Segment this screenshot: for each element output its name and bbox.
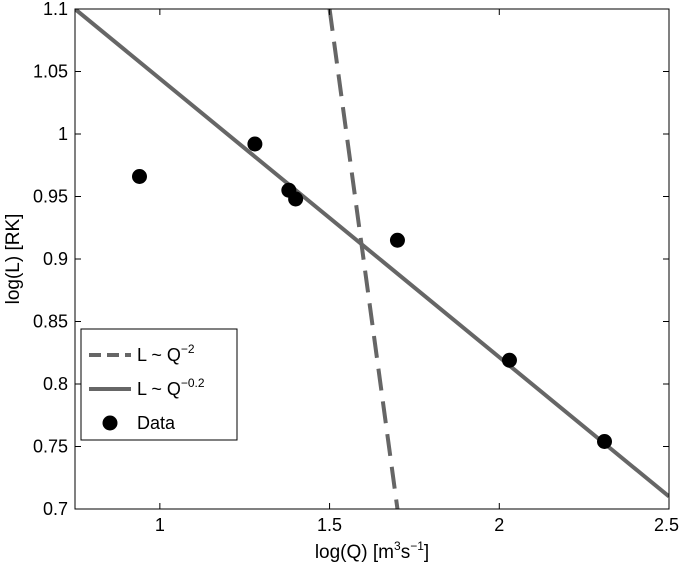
legend-label-2: Data bbox=[137, 413, 176, 433]
data-point bbox=[131, 169, 147, 184]
data-point bbox=[389, 232, 405, 248]
data-point bbox=[597, 434, 613, 449]
data-point bbox=[247, 136, 263, 152]
x-tick-label: 2.5 bbox=[654, 515, 679, 535]
y-tick-label: 1 bbox=[58, 124, 68, 144]
data-point bbox=[501, 352, 517, 368]
y-tick-label: 0.95 bbox=[33, 187, 68, 207]
legend-label-1: L ~ Q−0.2 bbox=[137, 376, 205, 399]
legend-label-0: L ~ Q−2 bbox=[137, 342, 195, 365]
y-tick-label: 0.75 bbox=[33, 437, 68, 457]
data-point bbox=[288, 191, 304, 207]
x-tick-label: 1.5 bbox=[317, 515, 342, 535]
series-line-0 bbox=[327, 9, 400, 509]
y-axis-label: log(L) [RK] bbox=[3, 214, 24, 305]
y-tick-label: 0.8 bbox=[43, 374, 68, 394]
x-axis-label: log(Q) [m3s−1] bbox=[315, 539, 429, 563]
series-line-1 bbox=[75, 9, 669, 499]
y-tick-label: 0.7 bbox=[43, 499, 68, 519]
y-tick-label: 1.1 bbox=[43, 0, 68, 19]
y-tick-label: 1.05 bbox=[33, 62, 68, 82]
legend-marker bbox=[102, 415, 118, 431]
x-tick-label: 1 bbox=[155, 515, 165, 535]
y-tick-label: 0.85 bbox=[33, 312, 68, 332]
y-tick-label: 0.9 bbox=[43, 249, 68, 269]
x-tick-label: 2 bbox=[494, 515, 504, 535]
